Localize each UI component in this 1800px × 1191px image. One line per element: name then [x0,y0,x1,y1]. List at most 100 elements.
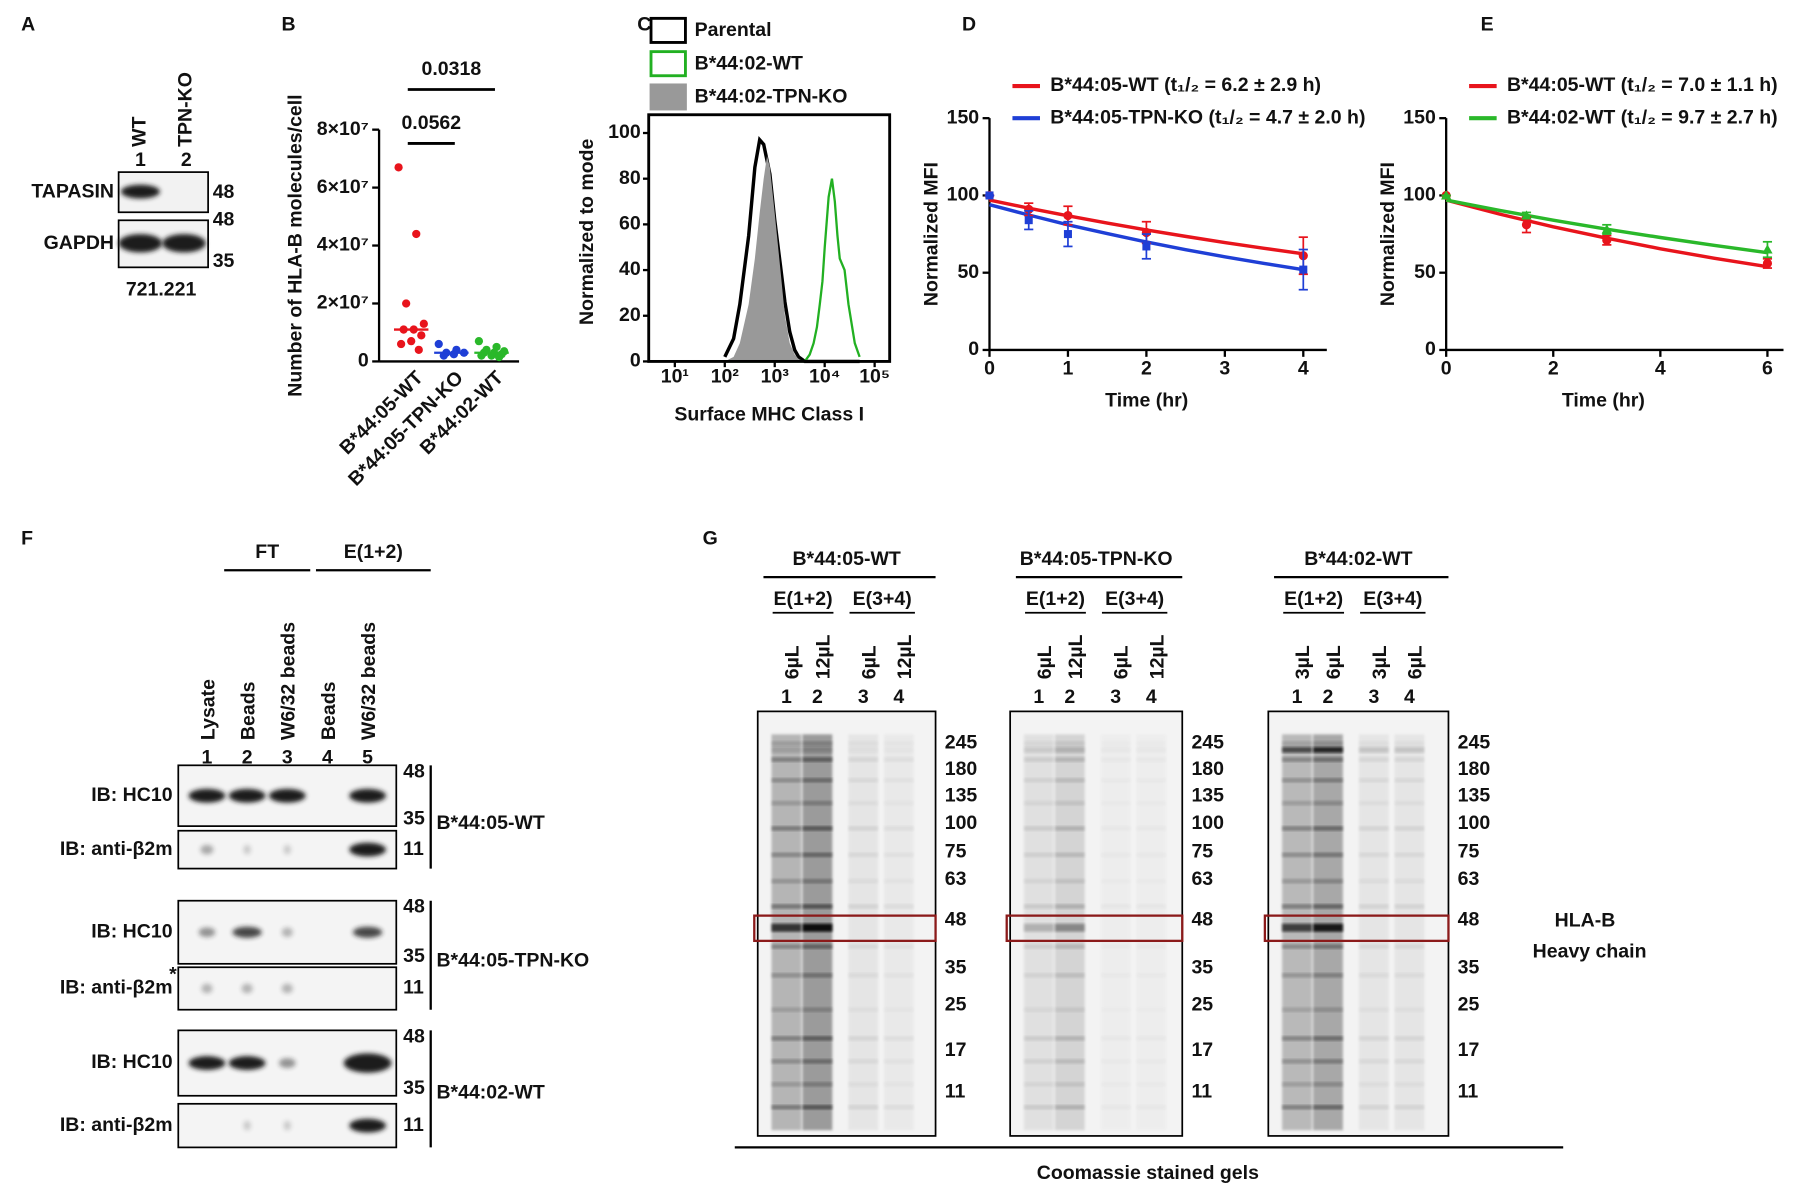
gel-band [1313,746,1343,753]
band [281,927,293,938]
marker-label: 35 [1191,957,1213,979]
blot-label: IB: HC10 [91,1051,172,1073]
x-tick-label: 10⁵ [859,366,890,388]
band [243,844,251,855]
y-tick-label: 100 [947,184,980,206]
lane-smear [1394,734,1425,1131]
gel-band [771,1007,802,1013]
gel-band [1313,1007,1343,1013]
gel-band [883,904,914,909]
gel-band [1313,904,1343,909]
gel-band [1359,741,1389,746]
lane-label: Beads [318,681,340,740]
y-tick-label: 4×10⁷ [317,234,369,256]
x-axis-label: Surface MHC Class I [674,404,864,426]
volume-label: 12µL [812,634,834,679]
band [162,234,206,253]
data-point [1063,210,1073,221]
gel-band [1101,973,1131,978]
blot-label: IB: anti-β2m [60,977,173,999]
gel-band [884,801,914,806]
gel-band [1358,972,1389,978]
panel-letter: G [703,527,718,549]
marker-label: 25 [1191,993,1213,1015]
gel-band [1023,1007,1054,1013]
lane-number: 2 [812,686,823,708]
gel-band [1054,800,1085,806]
y-tick-label: 0 [968,338,979,360]
gel-band [1101,944,1131,949]
gel-band [848,826,879,831]
gel-band [771,944,802,949]
lane-smear [1282,734,1312,1131]
gel-band [848,777,879,783]
gel-band [1054,1081,1085,1087]
lane-number: 4 [1404,686,1415,708]
gel-band [1136,1082,1166,1087]
band [283,844,291,855]
gel-band [1101,1105,1131,1110]
lane-smear [1054,734,1085,1131]
gel-band [1101,741,1131,746]
gel-band [1101,757,1131,762]
lane-label: Beads [238,681,260,740]
gel-band [1313,944,1343,949]
marker-label: 245 [1458,732,1491,754]
y-tick-label: 20 [619,304,641,326]
lane-number: 3 [282,747,293,769]
y-axis-label: Normalized to mode [576,138,598,325]
gel-band [1023,1081,1054,1087]
gel-band [1394,826,1425,831]
x-tick-label: 1 [1063,358,1074,380]
gel-band [1313,800,1343,806]
volume-label: 6µL [1323,645,1345,679]
marker-label: 35 [945,957,967,979]
gel-band [848,747,878,753]
marker-label: 11 [403,977,424,999]
gel-band [1054,852,1085,858]
blot-label: TAPASIN [31,180,114,202]
gel-band [1023,1059,1054,1064]
gel-band [1023,1036,1054,1041]
plot-frame [647,113,892,363]
marker-label: 63 [1458,868,1480,890]
marker-label: 48 [213,208,235,230]
data-point [434,339,443,349]
gel-band [1136,853,1166,858]
gel-band [802,777,833,783]
gel-band [802,757,833,762]
y-tick-label: 100 [1403,184,1436,206]
data-point [1521,210,1532,220]
marker-label: 48 [945,908,967,930]
y-axis-label: Normalized MFI [920,162,942,306]
gel-band [1101,879,1131,884]
gel-band [883,944,914,949]
marker-label: 17 [1191,1039,1213,1061]
band [241,983,253,994]
panel-letter: A [21,13,35,35]
gel-band [1282,826,1312,831]
gel-band [884,747,914,753]
marker-label: 17 [945,1039,967,1061]
volume-label: 12µL [1146,634,1168,679]
gel-band [1394,944,1425,949]
gel-band [1394,757,1425,762]
x-tick-label: 6 [1762,358,1773,380]
gel-band [1136,757,1166,762]
gel-band [1282,757,1312,762]
lane-number: 5 [362,747,373,769]
marker-label: 11 [1458,1080,1479,1102]
volume-label: 6µL [858,645,880,679]
gel-band [848,1081,879,1087]
gel-band [1358,1036,1389,1041]
marker-label: 11 [403,1114,424,1136]
lane-label: WT [129,116,151,146]
gel-band [1023,852,1054,858]
legend-swatch [649,16,687,44]
gel-band [1054,741,1085,746]
data-point [449,350,459,359]
gel-band [848,1036,879,1041]
gel-band [1358,757,1389,762]
marker-label: 11 [945,1080,966,1102]
